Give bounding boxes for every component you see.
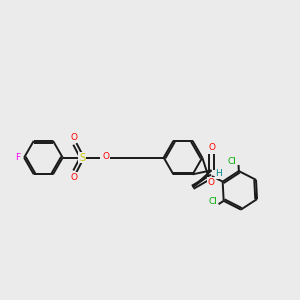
Text: S: S [79, 153, 85, 163]
Text: O: O [71, 173, 78, 182]
Text: O: O [208, 143, 215, 152]
Text: O: O [102, 152, 109, 161]
Text: O: O [208, 178, 215, 187]
Text: Cl: Cl [228, 158, 237, 166]
Text: Cl: Cl [208, 196, 217, 206]
Text: O: O [71, 133, 78, 142]
Text: F: F [15, 153, 20, 162]
Text: H: H [215, 169, 222, 178]
